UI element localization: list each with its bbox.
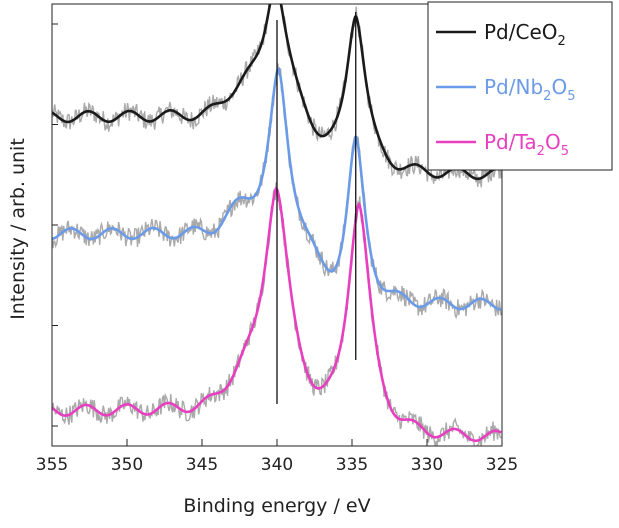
legend-label: Pd/CeO2 bbox=[484, 20, 566, 49]
x-tick-label: 355 bbox=[36, 455, 68, 475]
x-tick-label: 350 bbox=[111, 455, 143, 475]
axis-ticks bbox=[51, 23, 503, 446]
x-tick-label: 325 bbox=[486, 455, 518, 475]
legend-label: Pd/Ta2O5 bbox=[484, 130, 569, 159]
x-tick-label: 330 bbox=[411, 455, 443, 475]
x-tick-label: 335 bbox=[336, 455, 368, 475]
x-axis-title: Binding energy / eV bbox=[183, 495, 370, 517]
x-tick-labels: 355 350 345 340 335 330 325 bbox=[36, 455, 518, 475]
y-axis-title: Intensity / arb. unit bbox=[7, 138, 29, 320]
series-pd-ceo2 bbox=[52, 4, 502, 188]
legend: Pd/CeO2 Pd/Nb2O5 Pd/Ta2O5 bbox=[427, 1, 613, 171]
reference-lines bbox=[276, 12, 357, 404]
legend-label: Pd/Nb2O5 bbox=[484, 75, 575, 104]
series-layer bbox=[52, 4, 502, 446]
x-tick-label: 345 bbox=[186, 455, 218, 475]
x-tick-label: 340 bbox=[261, 455, 293, 475]
fit-line bbox=[52, 4, 502, 181]
